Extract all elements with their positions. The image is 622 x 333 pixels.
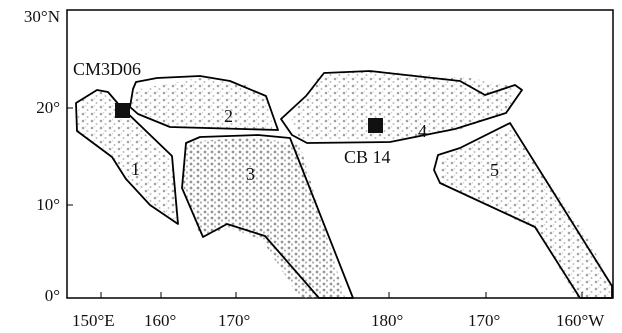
lat-label-30n: 30°N xyxy=(23,7,60,26)
site-label-cm3d06: CM3D06 xyxy=(73,59,142,79)
region-3-label: 3 xyxy=(246,164,255,184)
region-5-outline xyxy=(433,122,613,299)
region-4-label: 4 xyxy=(418,121,427,141)
axis-ticks xyxy=(67,107,583,298)
lat-label-20: 20° xyxy=(36,98,60,117)
lon-label-150e: 150°E xyxy=(72,311,115,330)
region-1-label: 1 xyxy=(131,159,140,179)
lon-label-160w: 160°W xyxy=(556,311,605,330)
site-marker-cb14 xyxy=(368,118,383,133)
lon-label-180: 180° xyxy=(371,311,404,330)
region-5-label: 5 xyxy=(490,160,499,180)
region-2-outline xyxy=(129,75,279,131)
site-label-cb14: CB 14 xyxy=(344,147,391,167)
lon-label-160: 160° xyxy=(144,311,177,330)
lon-label-170: 170° xyxy=(218,311,251,330)
region-1-outline xyxy=(75,89,179,225)
lat-label-10: 10° xyxy=(36,195,60,214)
region-2-label: 2 xyxy=(224,106,233,126)
region-3-outline xyxy=(181,134,354,299)
lon-label-170w: 170° xyxy=(468,311,501,330)
region-4-outline xyxy=(280,70,523,144)
site-marker-cm3d06 xyxy=(115,103,130,118)
lat-label-0: 0° xyxy=(44,286,60,305)
